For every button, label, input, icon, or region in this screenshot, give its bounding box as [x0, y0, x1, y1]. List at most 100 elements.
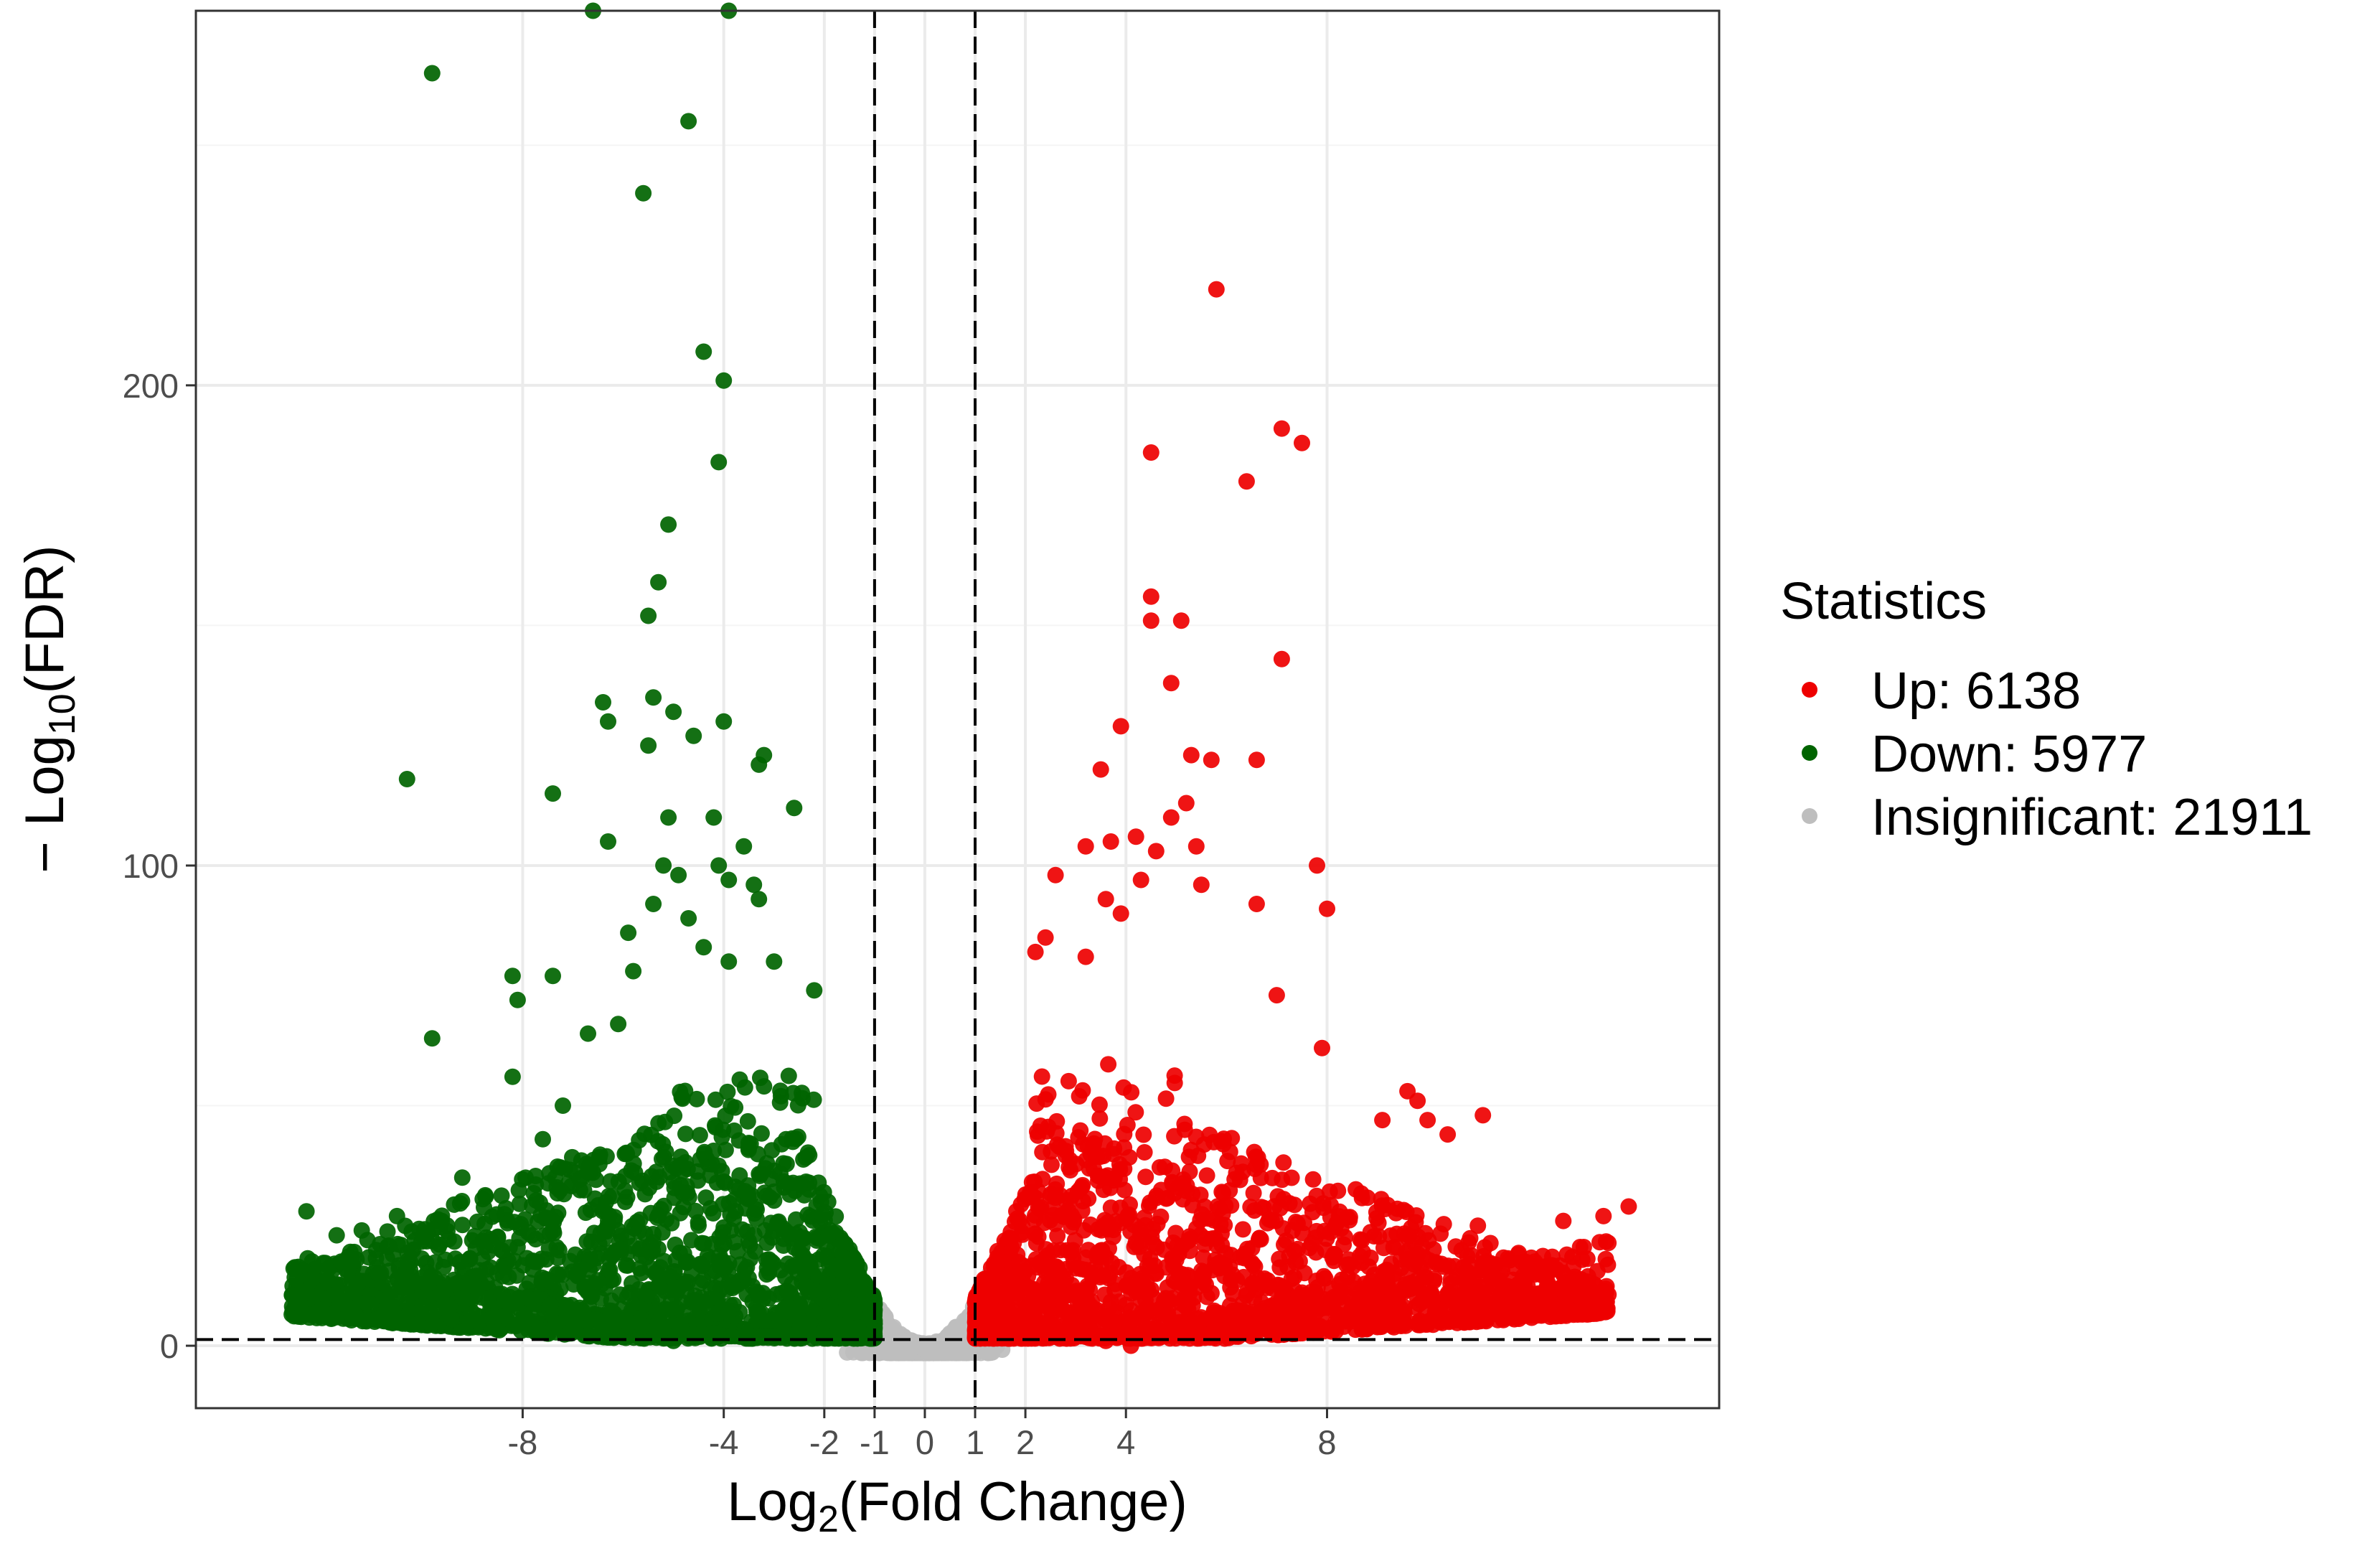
point-up	[1419, 1112, 1436, 1129]
y-tick-label: 200	[123, 367, 179, 405]
point-up	[1066, 1255, 1082, 1273]
point-down	[454, 1217, 471, 1234]
point-down	[571, 1304, 588, 1321]
point-up	[1172, 612, 1190, 629]
point-down	[695, 343, 712, 360]
point-up	[1167, 1224, 1185, 1242]
point-up	[1469, 1217, 1487, 1234]
point-up	[1127, 1283, 1144, 1301]
point-up	[1157, 1090, 1175, 1107]
point-up	[1309, 1288, 1326, 1306]
point-up	[1039, 1288, 1056, 1306]
point-up	[1138, 1273, 1155, 1290]
point-down	[696, 1143, 713, 1161]
point-up	[1138, 1320, 1155, 1337]
point-down	[634, 1318, 651, 1335]
point-up	[1477, 1239, 1493, 1256]
point-up	[1101, 1299, 1118, 1316]
point-down	[690, 1217, 707, 1234]
legend-key-down	[1802, 745, 1817, 761]
point-down	[624, 1275, 640, 1292]
point-up	[1324, 1249, 1341, 1266]
point-down	[439, 1297, 456, 1314]
point-down	[304, 1270, 321, 1288]
point-down	[777, 1300, 794, 1317]
point-up	[1012, 1321, 1030, 1338]
point-down	[327, 1287, 344, 1304]
point-up	[1126, 1310, 1143, 1327]
point-down	[670, 866, 687, 884]
point-down	[820, 1227, 837, 1244]
point-up	[1321, 1183, 1338, 1200]
x-axis-title-prefix: Log	[727, 1471, 818, 1532]
point-down	[590, 1196, 607, 1214]
point-up	[1326, 1290, 1343, 1308]
point-up	[1274, 1300, 1291, 1317]
point-down	[423, 1030, 441, 1047]
point-down	[705, 1325, 723, 1342]
point-up	[1047, 1328, 1064, 1345]
point-up	[1281, 1195, 1298, 1212]
point-up	[1595, 1207, 1612, 1224]
point-down	[543, 1211, 560, 1228]
point-up	[1026, 1211, 1043, 1228]
point-up	[1245, 1184, 1262, 1201]
point-up	[1127, 1104, 1144, 1121]
x-axis-title: Log2(Fold Change)	[727, 1471, 1187, 1540]
point-up	[1330, 1308, 1347, 1325]
point-up	[1408, 1272, 1425, 1289]
point-up	[1308, 1273, 1325, 1289]
point-down	[702, 1280, 720, 1298]
point-down	[738, 1223, 756, 1240]
point-up	[1203, 751, 1220, 769]
point-up	[1234, 1302, 1251, 1319]
point-down	[564, 1148, 580, 1166]
point-up	[1546, 1308, 1563, 1325]
point-up	[1156, 1158, 1173, 1176]
point-down	[766, 953, 783, 970]
point-down	[729, 1242, 746, 1260]
point-up	[1072, 1122, 1089, 1139]
point-down	[754, 1328, 771, 1345]
point-down	[453, 1169, 471, 1186]
point-up	[1092, 761, 1109, 778]
x-axis-title-suffix: (Fold Change)	[839, 1471, 1187, 1532]
point-up	[1136, 1144, 1153, 1161]
point-up	[1095, 1181, 1112, 1199]
point-up	[1259, 1214, 1276, 1232]
point-up	[1368, 1300, 1386, 1317]
point-down	[805, 1303, 822, 1320]
point-down	[720, 871, 738, 889]
point-up	[1277, 1232, 1294, 1250]
point-down	[781, 1186, 799, 1203]
point-down	[299, 1250, 316, 1267]
point-down	[625, 1155, 642, 1172]
x-tick-label: 1	[966, 1423, 984, 1461]
point-down	[831, 1256, 848, 1273]
point-down	[637, 1287, 654, 1304]
x-axis-title-subscript: 2	[818, 1499, 839, 1540]
point-down	[454, 1261, 471, 1278]
point-up	[1043, 1156, 1060, 1173]
point-down	[612, 1240, 629, 1257]
point-down	[410, 1316, 427, 1333]
point-up	[1368, 1285, 1385, 1303]
point-up	[1047, 1181, 1064, 1198]
point-down	[549, 1185, 566, 1202]
point-down	[297, 1283, 314, 1301]
point-insignificant	[865, 1344, 882, 1362]
point-down	[683, 1232, 700, 1249]
point-down	[617, 1257, 634, 1274]
point-down	[771, 1094, 789, 1111]
point-up	[1423, 1285, 1440, 1301]
point-up	[1620, 1198, 1637, 1215]
point-up	[1474, 1256, 1491, 1273]
point-down	[464, 1276, 481, 1293]
point-down	[558, 1304, 575, 1321]
point-down	[512, 1216, 530, 1233]
point-up	[1528, 1307, 1545, 1324]
point-down	[497, 1308, 514, 1325]
point-up	[1243, 1254, 1260, 1271]
point-up	[1033, 1068, 1050, 1085]
point-down	[600, 1212, 616, 1229]
